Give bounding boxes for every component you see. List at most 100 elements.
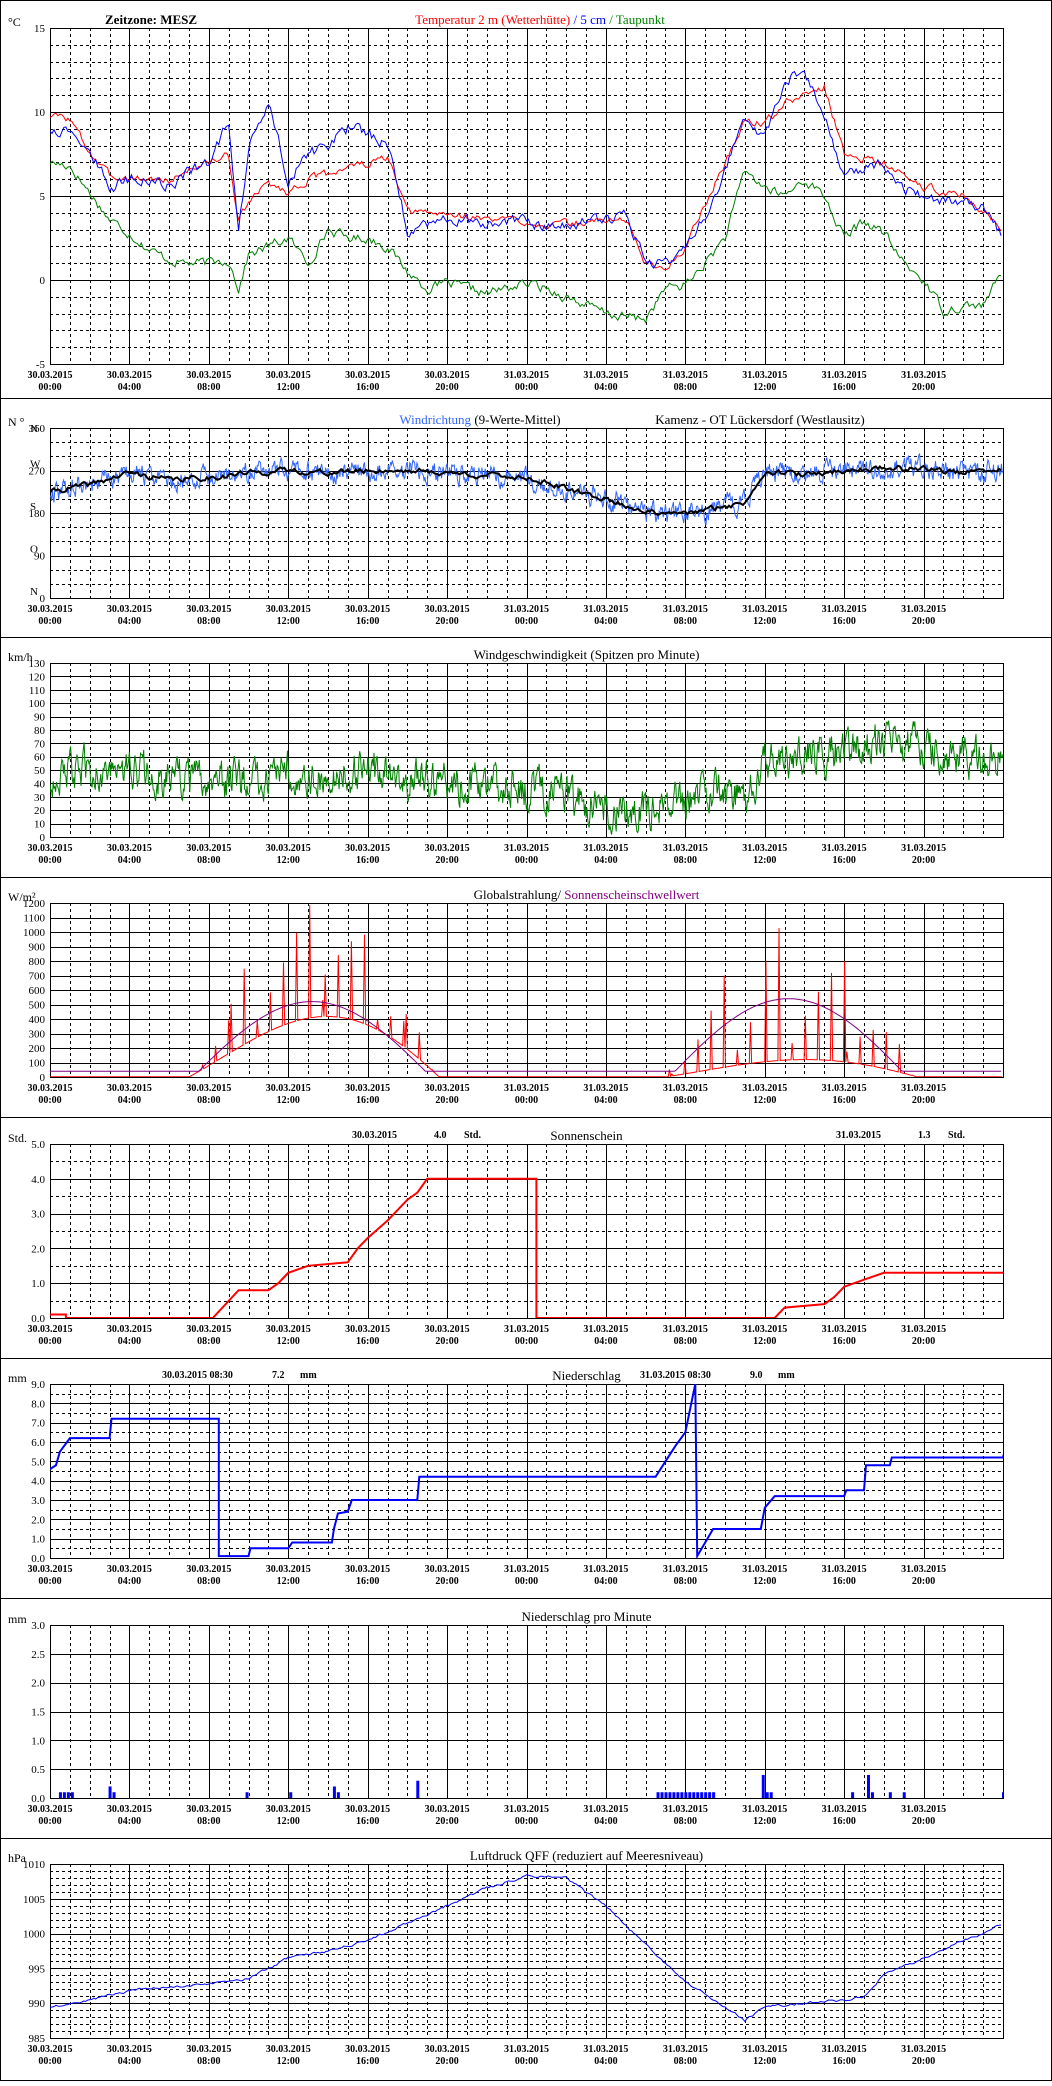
x-tick-time: 08:00 xyxy=(674,1576,697,1587)
x-tick-date: 30.03.2015 xyxy=(107,1083,152,1094)
precip-bar xyxy=(289,1792,293,1798)
x-tick-time: 20:00 xyxy=(435,382,458,393)
x-tick-time: 00:00 xyxy=(515,1576,538,1587)
grid xyxy=(50,28,1003,364)
y-tick-label: 500 xyxy=(29,1000,46,1012)
direction-letter: W xyxy=(30,458,41,470)
chart-title: Niederschlag pro Minute xyxy=(522,1609,652,1624)
plot-frame xyxy=(50,1625,1004,1799)
x-tick-time: 20:00 xyxy=(912,855,935,866)
x-tick-time: 04:00 xyxy=(594,1816,617,1827)
grid xyxy=(50,1144,1003,1318)
precip-bar xyxy=(416,1780,420,1798)
y-tick-label: 0.0 xyxy=(31,1793,45,1805)
x-tick-date: 31.03.2015 xyxy=(504,1324,549,1335)
chart-title: Windgeschwindigkeit (Spitzen pro Minute) xyxy=(474,647,700,662)
y-tick-label: 90 xyxy=(34,712,46,724)
unit-label: hPa xyxy=(8,1851,27,1865)
x-tick-date: 31.03.2015 xyxy=(742,1324,787,1335)
chart-title: Sonnenschein xyxy=(550,1128,623,1143)
x-tick-time: 20:00 xyxy=(435,1576,458,1587)
x-tick-date: 31.03.2015 xyxy=(663,2044,708,2055)
x-tick-date: 31.03.2015 xyxy=(663,370,708,381)
x-tick-date: 31.03.2015 xyxy=(663,1083,708,1094)
x-tick-time: 20:00 xyxy=(912,382,935,393)
series-line-temperature xyxy=(50,160,1002,324)
y-tick-label: 2.0 xyxy=(31,1514,45,1526)
day-summary: 31.03.2015 08:30 9.0 mm xyxy=(640,1370,795,1381)
y-tick-label: 3.0 xyxy=(31,1620,45,1632)
chart-title: Luftdruck QFF (reduziert auf Meeresnivea… xyxy=(470,1848,703,1863)
x-tick-date: 31.03.2015 xyxy=(742,1083,787,1094)
x-tick-time: 04:00 xyxy=(594,1336,617,1347)
x-tick-time: 08:00 xyxy=(674,616,697,627)
x-tick-time: 20:00 xyxy=(912,1576,935,1587)
plot-frame xyxy=(50,428,1004,599)
y-tick-label: 3.0 xyxy=(31,1495,45,1507)
x-tick-time: 20:00 xyxy=(912,1336,935,1347)
y-tick-label: 990 xyxy=(29,1998,46,2010)
x-tick-time: 04:00 xyxy=(118,855,141,866)
x-tick-date: 31.03.2015 xyxy=(504,843,549,854)
x-tick-date: 31.03.2015 xyxy=(901,1083,946,1094)
x-tick-date: 31.03.2015 xyxy=(901,604,946,615)
x-tick-time: 16:00 xyxy=(832,855,855,866)
x-tick-time: 04:00 xyxy=(118,616,141,627)
x-tick-time: 16:00 xyxy=(356,2056,379,2067)
precip-bar xyxy=(851,1792,855,1798)
x-tick-date: 31.03.2015 xyxy=(663,604,708,615)
x-tick-date: 30.03.2015 xyxy=(107,604,152,615)
x-tick-date: 31.03.2015 xyxy=(901,370,946,381)
x-tick-date: 30.03.2015 xyxy=(28,1804,73,1815)
precip-bar xyxy=(712,1792,716,1798)
precip-bar xyxy=(656,1792,660,1798)
x-tick-time: 04:00 xyxy=(594,1095,617,1106)
x-tick-time: 08:00 xyxy=(674,1816,697,1827)
precip-bar xyxy=(902,1792,906,1798)
x-tick-time: 00:00 xyxy=(515,1095,538,1106)
x-tick-date: 30.03.2015 xyxy=(345,1804,390,1815)
precip-bar xyxy=(688,1792,692,1798)
y-tick-label: 80 xyxy=(34,725,46,737)
x-tick-time: 16:00 xyxy=(832,616,855,627)
precip-bar xyxy=(684,1792,688,1798)
precip-bar xyxy=(692,1792,696,1798)
y-tick-label: 4.0 xyxy=(31,1476,45,1488)
y-tick-label: 90 xyxy=(34,551,46,563)
x-tick-time: 16:00 xyxy=(832,382,855,393)
unit-label: km/h xyxy=(8,650,33,664)
chart-title-part: Windrichtung xyxy=(399,412,471,427)
series-line-temperature xyxy=(50,83,1002,271)
unit-label: W/m² xyxy=(8,890,36,904)
x-tick-date: 30.03.2015 xyxy=(266,1324,311,1335)
x-tick-time: 12:00 xyxy=(753,1816,776,1827)
precip-bar xyxy=(672,1792,676,1798)
x-tick-date: 30.03.2015 xyxy=(107,370,152,381)
x-tick-date: 30.03.2015 xyxy=(186,1804,231,1815)
x-tick-time: 12:00 xyxy=(277,1576,300,1587)
x-tick-date: 30.03.2015 xyxy=(266,370,311,381)
x-tick-time: 16:00 xyxy=(356,1576,379,1587)
x-tick-date: 31.03.2015 xyxy=(901,1564,946,1575)
x-tick-time: 04:00 xyxy=(118,1576,141,1587)
y-tick-label: 985 xyxy=(29,2033,46,2045)
y-tick-label: 800 xyxy=(29,956,46,968)
panel-radiation: 1200110010009008007006005004003002001000… xyxy=(0,887,1052,1118)
x-tick-time: 12:00 xyxy=(277,1816,300,1827)
x-tick-time: 04:00 xyxy=(594,1576,617,1587)
panel-pressure: 101010051000995990985hPa30.03.201500:003… xyxy=(8,1848,1004,2067)
x-tick-date: 30.03.2015 xyxy=(425,1324,470,1335)
grid xyxy=(50,1864,1003,2038)
x-tick-time: 20:00 xyxy=(435,1095,458,1106)
y-tick-label: 2.5 xyxy=(31,1649,45,1661)
series-line-sunshine xyxy=(50,1177,1003,1318)
plot-frame xyxy=(50,1864,1004,2039)
precip-bar xyxy=(680,1792,684,1798)
x-tick-time: 08:00 xyxy=(197,1095,220,1106)
x-tick-time: 04:00 xyxy=(118,382,141,393)
chart-title-part: Niederschlag xyxy=(552,1368,621,1383)
y-tick-label: 1005 xyxy=(23,1894,46,1906)
y-tick-label: 5.0 xyxy=(31,1456,45,1468)
precip-bar xyxy=(660,1792,664,1798)
